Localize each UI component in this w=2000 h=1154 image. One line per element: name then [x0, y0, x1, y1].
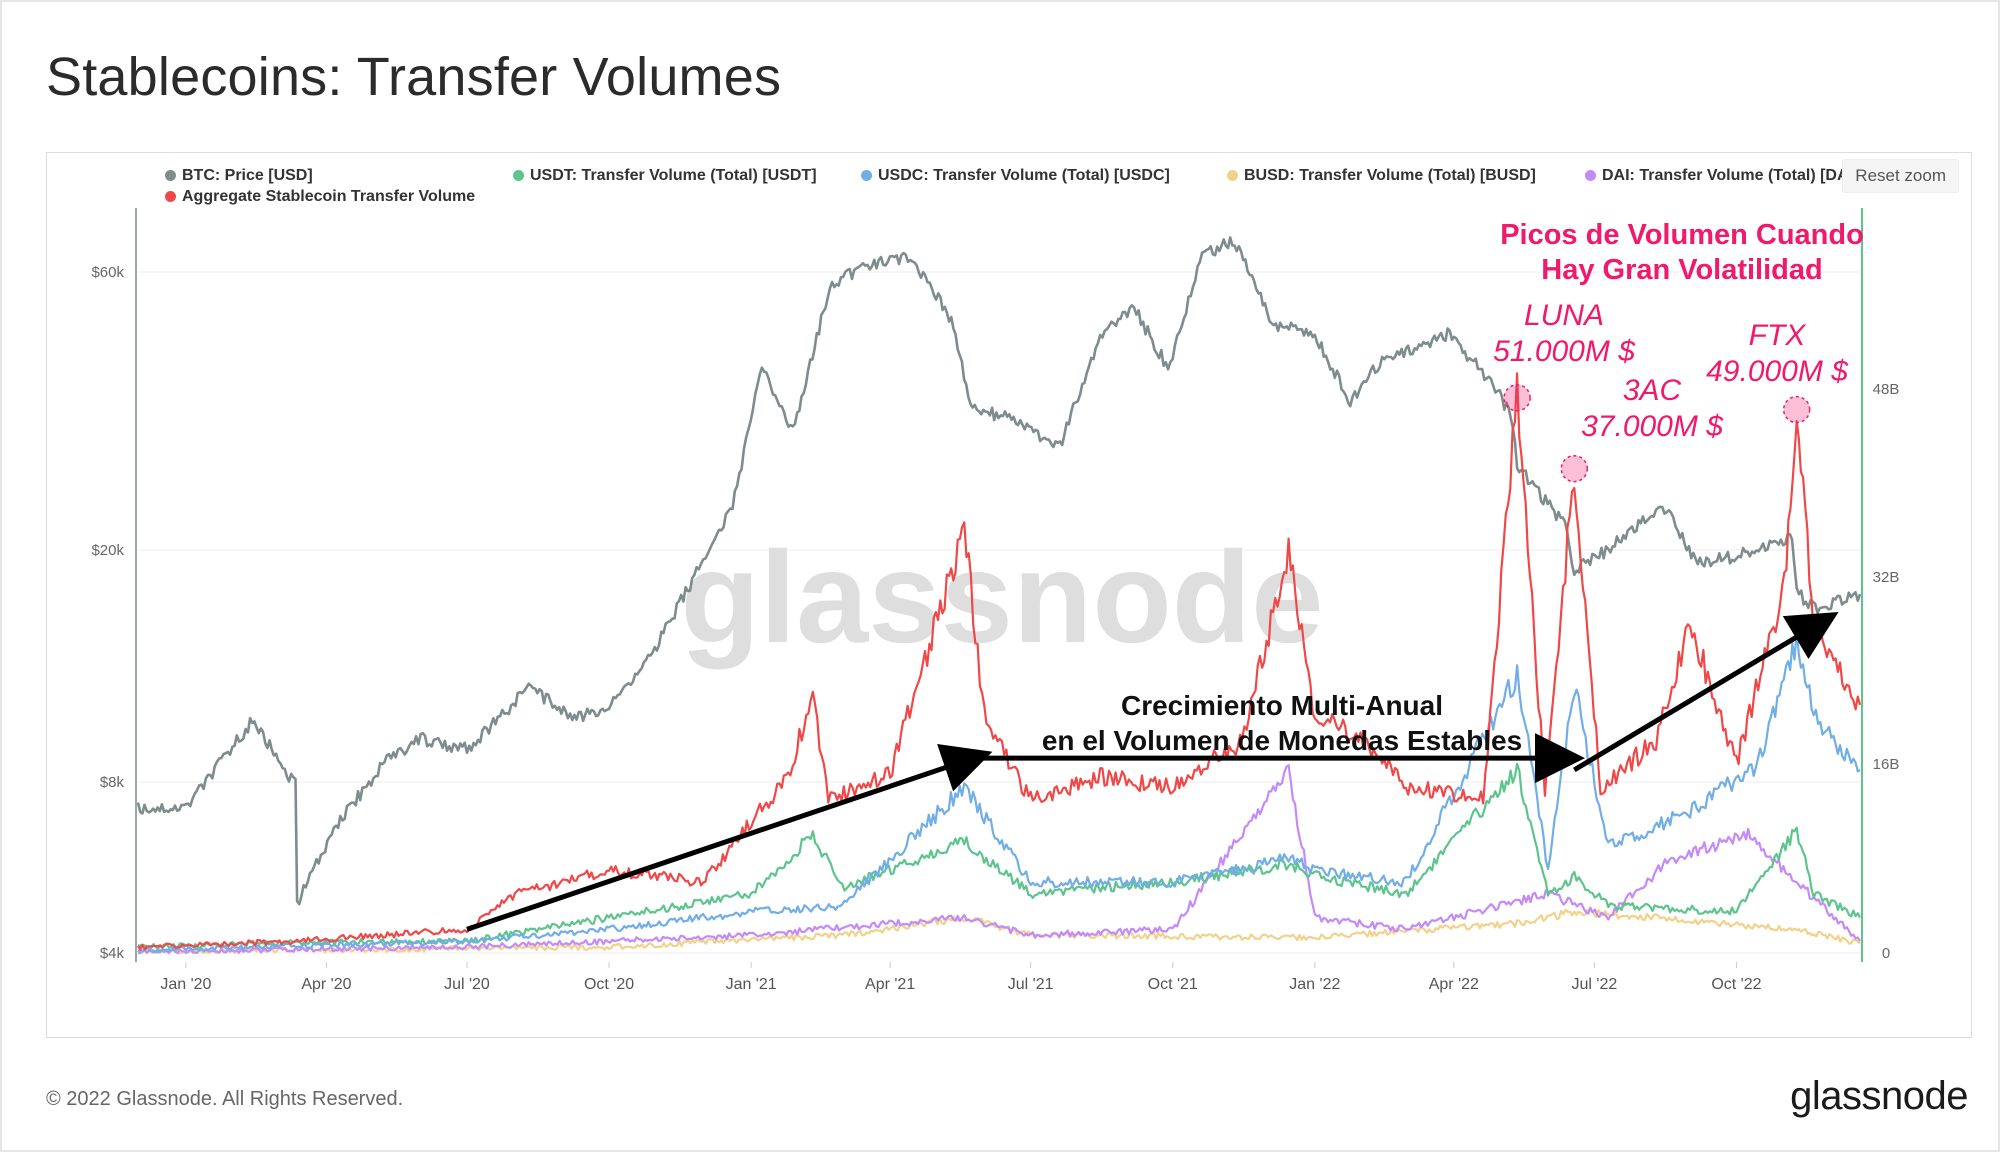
- right-axis-tick-label: 16B: [1873, 756, 1900, 773]
- legend-marker-icon: [165, 170, 176, 181]
- dai-volume-line: [138, 764, 1861, 955]
- watermark-text: glassnode: [681, 524, 1324, 670]
- peak-label-3ac-value: 37.000M $: [1581, 410, 1724, 443]
- chart-legend: BTC: Price [USD] USDT: Transfer Volume (…: [117, 167, 1858, 217]
- peak-label-ftx-name: FTX: [1749, 319, 1807, 352]
- trend-arrow: [466, 744, 993, 932]
- legend-item-busd[interactable]: BUSD: Transfer Volume (Total) [BUSD]: [1227, 167, 1536, 185]
- legend-marker-icon: [1585, 170, 1596, 181]
- peak-label-luna-value: 51.000M $: [1493, 335, 1636, 368]
- legend-label: DAI: Transfer Volume (Total) [DAI]: [1602, 167, 1859, 184]
- peak-marker-luna: [1503, 384, 1531, 412]
- x-axis-tick-label: Oct '21: [1148, 976, 1198, 993]
- usdc-volume-line: [137, 629, 1861, 954]
- x-axis-tick-label: Jan '20: [160, 976, 211, 993]
- peak-marker-3ac: [1560, 454, 1589, 483]
- left-axis-tick-label: $20k: [91, 542, 124, 559]
- x-axis-tick-label: Jan '21: [726, 976, 777, 993]
- glassnode-logo: glassnode: [1790, 1074, 1968, 1118]
- peak-label-ftx-value: 49.000M $: [1706, 355, 1849, 388]
- trend-annotation-line-2: en el Volumen de Monedas Estables: [1042, 725, 1522, 756]
- legend-label: Aggregate Stablecoin Transfer Volume: [182, 188, 476, 205]
- legend-label: BTC: Price [USD]: [182, 167, 313, 184]
- peak-marker-ftx: [1782, 395, 1811, 424]
- legend-item-aggregate[interactable]: Aggregate Stablecoin Transfer Volume: [165, 188, 475, 206]
- right-axis-tick-label: 32B: [1873, 569, 1900, 586]
- volatility-headline-line-1: Picos de Volumen Cuando: [1500, 219, 1864, 251]
- legend-marker-icon: [165, 191, 176, 202]
- x-axis-tick-label: Jul '21: [1008, 976, 1054, 993]
- peak-label-3ac-name: 3AC: [1623, 374, 1682, 407]
- trend-annotation-line-1: Crecimiento Multi-Anual: [1121, 690, 1443, 721]
- x-axis-tick-label: Apr '21: [865, 976, 915, 993]
- copyright-text: © 2022 Glassnode. All Rights Reserved.: [46, 1088, 404, 1110]
- legend-item-usdt[interactable]: USDT: Transfer Volume (Total) [USDT]: [513, 167, 817, 185]
- btc-price-line: [136, 236, 1862, 906]
- busd-volume-line: [137, 908, 1861, 955]
- left-axis-tick-label: $60k: [91, 264, 124, 281]
- volatility-headline-line-2: Hay Gran Volatilidad: [1541, 254, 1822, 286]
- legend-item-btc-price[interactable]: BTC: Price [USD]: [165, 167, 313, 185]
- reset-zoom-button[interactable]: Reset zoom: [1842, 159, 1959, 193]
- peak-label-luna-name: LUNA: [1524, 299, 1604, 332]
- usdt-volume-line: [138, 762, 1861, 951]
- x-axis-tick-label: Oct '22: [1711, 976, 1761, 993]
- legend-item-usdc[interactable]: USDC: Transfer Volume (Total) [USDC]: [861, 167, 1170, 185]
- x-axis-tick-label: Jan '22: [1289, 976, 1340, 993]
- x-axis-tick-label: Apr '22: [1429, 976, 1479, 993]
- trend-arrow: [1573, 611, 1839, 773]
- x-axis-tick-label: Oct '20: [584, 976, 634, 993]
- right-axis-tick-label: 48B: [1873, 381, 1900, 398]
- x-axis-tick-label: Jul '22: [1571, 976, 1617, 993]
- right-axis-tick-label: 0: [1882, 945, 1890, 962]
- legend-marker-icon: [1227, 170, 1238, 181]
- page-title: Stablecoins: Transfer Volumes: [46, 47, 782, 107]
- legend-marker-icon: [513, 170, 524, 181]
- chart-frame: BTC: Price [USD] USDT: Transfer Volume (…: [46, 152, 1972, 1038]
- legend-label: BUSD: Transfer Volume (Total) [BUSD]: [1244, 167, 1536, 184]
- legend-label: USDT: Transfer Volume (Total) [USDT]: [530, 167, 817, 184]
- legend-marker-icon: [861, 170, 872, 181]
- left-axis-tick-label: $8k: [100, 774, 125, 791]
- x-axis-tick-label: Apr '20: [301, 976, 351, 993]
- x-axis-tick-label: Jul '20: [444, 976, 490, 993]
- legend-label: USDC: Transfer Volume (Total) [USDC]: [878, 167, 1170, 184]
- left-axis-tick-label: $4k: [100, 945, 125, 962]
- aggregate-volume-line: [137, 372, 1862, 951]
- legend-item-dai[interactable]: DAI: Transfer Volume (Total) [DAI]: [1585, 167, 1858, 185]
